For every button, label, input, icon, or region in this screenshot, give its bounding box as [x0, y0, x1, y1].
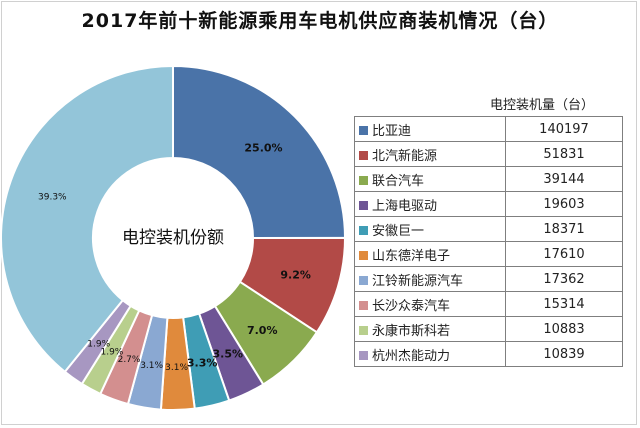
legend-value: 17362 — [505, 266, 623, 292]
legend-swatch — [359, 250, 368, 260]
slice-percent-label: 25.0% — [244, 141, 282, 154]
legend-row: 杭州杰能动力 10839 — [354, 341, 623, 367]
legend-row: 联合汽车 39144 — [354, 166, 623, 192]
slice-percent-label: 1.9% — [87, 339, 110, 349]
legend-series-name: 安徽巨一 — [372, 223, 425, 239]
slice-other — [0, 64, 174, 374]
slice-percent-label: 3.5% — [213, 348, 244, 361]
legend-series-cell: 比亚迪 — [354, 116, 506, 142]
legend-row: 永康市斯科若 10883 — [354, 316, 623, 342]
legend-series-name: 联合汽车 — [372, 173, 425, 189]
slice-percent-label: 1.9% — [100, 347, 123, 357]
legend-value: 10839 — [505, 341, 623, 367]
legend-swatch — [359, 150, 368, 160]
slice-percent-label: 7.0% — [247, 324, 278, 337]
legend-series-cell: 安徽巨一 — [354, 216, 506, 242]
slice-percent-label: 3.1% — [140, 361, 163, 371]
legend-series-cell: 长沙众泰汽车 — [354, 291, 506, 317]
legend-series-cell: 永康市斯科若 — [354, 316, 506, 342]
legend-row: 比亚迪 140197 — [354, 116, 623, 142]
legend-row: 江铃新能源汽车 17362 — [354, 266, 623, 292]
legend-row: 安徽巨一 18371 — [354, 216, 623, 242]
legend-series-name: 上海电驱动 — [372, 198, 438, 214]
center-label: 电控装机份额 — [122, 228, 224, 248]
chart-title: 2017年前十新能源乘用车电机供应商装机情况（台） — [81, 10, 559, 32]
legend-swatch — [359, 325, 368, 335]
legend-series-name: 北汽新能源 — [372, 148, 438, 164]
legend-series-name: 杭州杰能动力 — [372, 348, 451, 364]
legend-value: 39144 — [505, 166, 623, 192]
legend-series-name: 长沙众泰汽车 — [372, 298, 451, 314]
slice-percent-label: 2.7% — [118, 355, 141, 365]
legend-row: 上海电驱动 19603 — [354, 191, 623, 217]
legend-value: 19603 — [505, 191, 623, 217]
legend-series-name: 永康市斯科若 — [372, 323, 451, 339]
legend-series-cell: 北汽新能源 — [354, 141, 506, 167]
legend-value: 18371 — [505, 216, 623, 242]
legend-swatch — [359, 125, 368, 135]
slice-percent-label: 9.2% — [280, 269, 311, 282]
legend-value: 140197 — [505, 116, 623, 142]
legend-series-name: 山东德洋电子 — [372, 248, 451, 264]
legend-series-cell: 联合汽车 — [354, 166, 506, 192]
legend-swatch — [359, 275, 368, 285]
legend-series-cell: 上海电驱动 — [354, 191, 506, 217]
legend-table: 比亚迪 140197 北汽新能源 51831 联合汽车 39144 上海电驱动 19603 安徽… — [354, 116, 623, 367]
legend-series-name: 江铃新能源汽车 — [372, 273, 464, 289]
slice-比亚迪 — [172, 64, 347, 239]
slice-percent-label: 3.1% — [165, 363, 188, 373]
legend-swatch — [359, 350, 368, 360]
legend-series-cell: 杭州杰能动力 — [354, 341, 506, 367]
legend-value: 17610 — [505, 241, 623, 267]
slice-percent-label: 3.3% — [187, 357, 218, 370]
legend-swatch — [359, 175, 368, 185]
legend-header: 电控装机量（台） — [490, 98, 595, 113]
legend-series-cell: 江铃新能源汽车 — [354, 266, 506, 292]
legend-swatch — [359, 200, 368, 210]
legend-swatch — [359, 225, 368, 235]
legend-value: 10883 — [505, 316, 623, 342]
legend-row: 北汽新能源 51831 — [354, 141, 623, 167]
legend-row: 山东德洋电子 17610 — [354, 241, 623, 267]
legend-series-name: 比亚迪 — [372, 123, 412, 139]
slice-percent-label: 39.3% — [38, 192, 67, 202]
legend-value: 51831 — [505, 141, 623, 167]
legend-series-cell: 山东德洋电子 — [354, 241, 506, 267]
legend-value: 15314 — [505, 291, 623, 317]
legend-row: 长沙众泰汽车 15314 — [354, 291, 623, 317]
legend-swatch — [359, 300, 368, 310]
